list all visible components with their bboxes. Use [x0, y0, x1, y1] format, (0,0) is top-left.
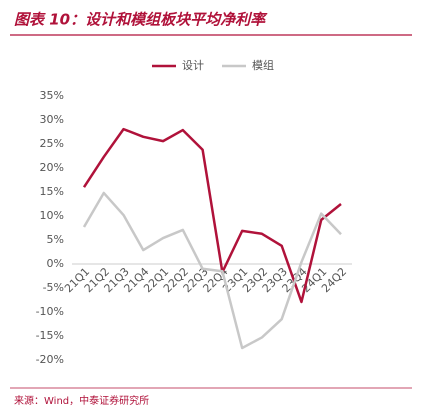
- y-tick-label: -5%: [43, 281, 64, 294]
- series-line: [82, 127, 342, 304]
- y-tick-label: 35%: [40, 89, 64, 102]
- legend-label: 设计: [182, 59, 204, 72]
- legend-label: 模组: [252, 58, 274, 72]
- series-line: [82, 191, 342, 350]
- y-tick-label: 5%: [47, 233, 64, 246]
- y-tick-label: 30%: [40, 113, 64, 126]
- chart-title: 图表 10：设计和模组板块平均净利率: [14, 11, 268, 29]
- y-tick-label: 0%: [47, 257, 64, 270]
- source: 来源：Wind，中泰证券研究所: [14, 394, 149, 407]
- y-tick-label: -15%: [36, 329, 64, 342]
- y-tick-label: 25%: [40, 137, 64, 150]
- y-tick-label: -20%: [36, 353, 64, 366]
- y-tick-label: 15%: [40, 185, 64, 198]
- y-tick-label: 10%: [40, 209, 64, 222]
- y-tick-label: 20%: [40, 161, 64, 174]
- y-tick-label: -10%: [36, 305, 64, 318]
